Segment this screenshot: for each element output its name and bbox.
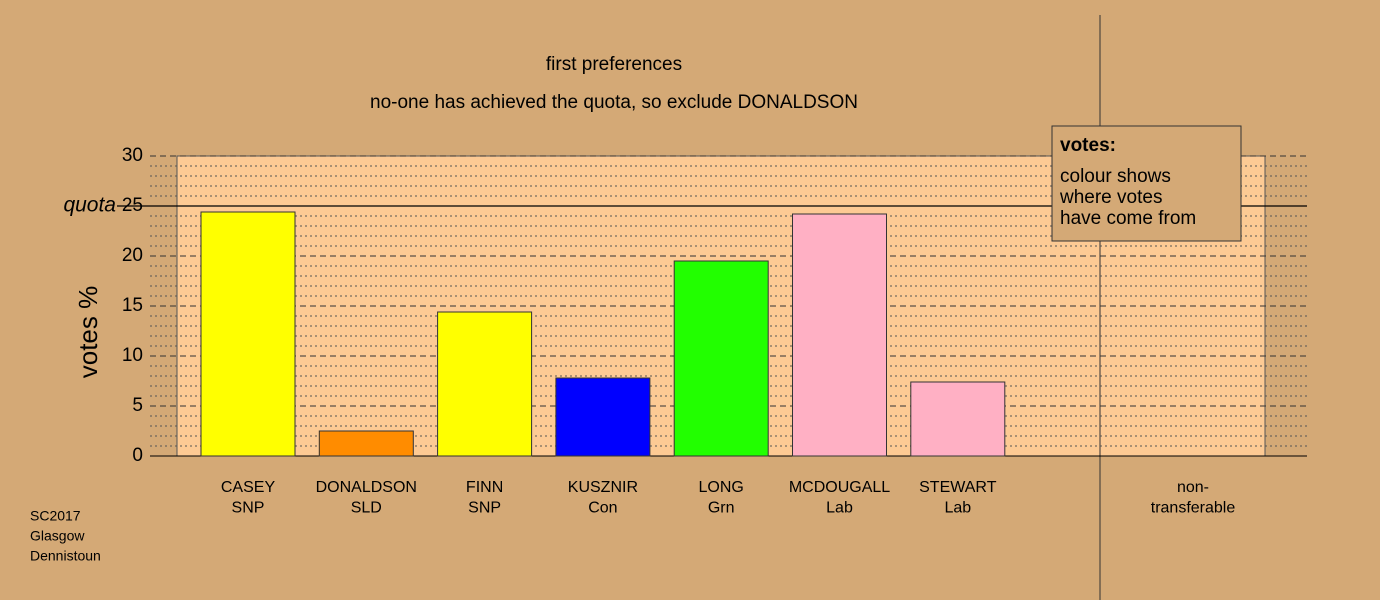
x-tick-label: Lab bbox=[944, 500, 971, 517]
chart-title: first preferences bbox=[546, 54, 682, 75]
footer-text: SC2017 bbox=[30, 508, 81, 524]
quota-label: quota bbox=[63, 194, 116, 217]
y-tick-label: 5 bbox=[132, 395, 143, 416]
x-tick-label: KUSZNIR bbox=[568, 479, 638, 496]
legend-box bbox=[1051, 125, 1242, 242]
y-tick-label: 10 bbox=[122, 345, 143, 366]
x-tick-label: CASEY bbox=[221, 479, 276, 496]
x-tick-label: STEWART bbox=[919, 479, 997, 496]
x-tick-label: non- bbox=[1177, 479, 1209, 496]
chart-subtitle: no-one has achieved the quota, so exclud… bbox=[370, 92, 858, 113]
bar bbox=[792, 213, 887, 457]
bar bbox=[200, 211, 296, 457]
x-tick-label: MCDOUGALL bbox=[789, 479, 890, 496]
y-tick-label: 20 bbox=[122, 245, 143, 266]
x-tick-label: Lab bbox=[826, 500, 853, 517]
bar bbox=[437, 311, 533, 457]
legend-text: where votes bbox=[1059, 187, 1162, 208]
x-tick-label: Grn bbox=[708, 500, 735, 517]
y-tick-label: 30 bbox=[122, 145, 143, 166]
bar bbox=[555, 377, 651, 457]
x-tick-label: DONALDSON bbox=[316, 479, 417, 496]
legend-text: have come from bbox=[1060, 208, 1196, 229]
x-tick-label: SNP bbox=[468, 500, 501, 517]
legend-text: colour shows bbox=[1060, 166, 1171, 187]
x-tick-label: transferable bbox=[1151, 500, 1236, 517]
bar bbox=[910, 381, 1006, 457]
y-tick-label: 15 bbox=[122, 295, 143, 316]
legend-title: votes: bbox=[1060, 135, 1116, 156]
x-tick-label: LONG bbox=[699, 479, 744, 496]
y-axis-label: votes % bbox=[73, 286, 103, 379]
x-tick-label: SNP bbox=[232, 500, 265, 517]
footer-text: Dennistoun bbox=[30, 548, 101, 564]
x-tick-label: SLD bbox=[351, 500, 382, 517]
bar bbox=[673, 260, 769, 457]
x-tick-label: FINN bbox=[466, 479, 503, 496]
x-tick-label: Con bbox=[588, 500, 617, 517]
y-tick-label: 0 bbox=[132, 445, 143, 466]
footer-text: Glasgow bbox=[30, 528, 85, 544]
bar bbox=[318, 430, 414, 457]
